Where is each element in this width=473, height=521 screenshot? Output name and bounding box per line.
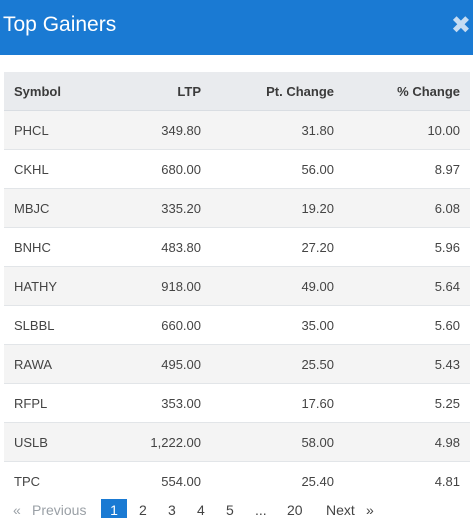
previous-page-link[interactable]: Previous — [32, 502, 87, 518]
pct-change-cell: 4.98 — [344, 422, 470, 462]
page-3-link[interactable]: 3 — [168, 502, 176, 518]
table-row[interactable]: PHCL 349.80 31.80 10.00 — [4, 110, 470, 150]
symbol-cell[interactable]: CKHL — [4, 149, 103, 189]
symbol-cell[interactable]: PHCL — [4, 110, 103, 150]
ltp-cell: 349.80 — [103, 110, 211, 150]
page-4-link[interactable]: 4 — [197, 502, 205, 518]
symbol-cell[interactable]: RFPL — [4, 383, 103, 423]
table-row[interactable]: RFPL 353.00 17.60 5.25 — [4, 383, 470, 423]
table-row[interactable]: RAWA 495.00 25.50 5.43 — [4, 344, 470, 384]
pt-change-cell: 19.20 — [211, 188, 344, 228]
pt-change-cell: 17.60 — [211, 383, 344, 423]
ltp-cell: 680.00 — [103, 149, 211, 189]
symbol-cell[interactable]: SLBBL — [4, 305, 103, 345]
column-header-ltp[interactable]: LTP — [103, 72, 211, 111]
ltp-cell: 554.00 — [103, 461, 211, 500]
pagination: « Previous 1 2 3 4 5 ... 20 Next » — [0, 499, 473, 518]
next-page-link[interactable]: Next — [326, 502, 355, 518]
table-row[interactable]: SLBBL 660.00 35.00 5.60 — [4, 305, 470, 345]
pt-change-cell: 56.00 — [211, 149, 344, 189]
symbol-cell[interactable]: HATHY — [4, 266, 103, 306]
ltp-cell: 495.00 — [103, 344, 211, 384]
pt-change-cell: 25.50 — [211, 344, 344, 384]
table-row[interactable]: USLB 1,222.00 58.00 4.98 — [4, 422, 470, 462]
pct-change-cell: 5.96 — [344, 227, 470, 267]
page-2-link[interactable]: 2 — [139, 502, 147, 518]
close-icon[interactable]: ✖ — [450, 12, 471, 39]
column-header-pt-change[interactable]: Pt. Change — [211, 72, 344, 111]
ltp-cell: 353.00 — [103, 383, 211, 423]
page-5-link[interactable]: 5 — [226, 502, 234, 518]
symbol-cell[interactable]: USLB — [4, 422, 103, 462]
pct-change-cell: 10.00 — [344, 110, 470, 150]
symbol-cell[interactable]: TPC — [4, 461, 103, 500]
table-row[interactable]: HATHY 918.00 49.00 5.64 — [4, 266, 470, 306]
ltp-cell: 918.00 — [103, 266, 211, 306]
pagination-ellipsis: ... — [255, 502, 267, 518]
column-header-symbol[interactable]: Symbol — [4, 72, 103, 111]
symbol-cell[interactable]: RAWA — [4, 344, 103, 384]
pt-change-cell: 25.40 — [211, 461, 344, 500]
symbol-cell[interactable]: MBJC — [4, 188, 103, 228]
modal-title: Top Gainers — [3, 13, 117, 36]
modal-header: Top Gainers ✖ — [0, 0, 473, 55]
page-20-link[interactable]: 20 — [287, 502, 303, 518]
ltp-cell: 1,222.00 — [103, 422, 211, 462]
symbol-cell[interactable]: BNHC — [4, 227, 103, 267]
ltp-cell: 660.00 — [103, 305, 211, 345]
table-header-row: Symbol LTP Pt. Change % Change — [4, 72, 470, 111]
pct-change-cell: 5.60 — [344, 305, 470, 345]
next-arrow-icon[interactable]: » — [366, 502, 374, 518]
pt-change-cell: 49.00 — [211, 266, 344, 306]
pct-change-cell: 4.81 — [344, 461, 470, 500]
pct-change-cell: 5.43 — [344, 344, 470, 384]
table-row[interactable]: MBJC 335.20 19.20 6.08 — [4, 188, 470, 228]
table-row[interactable]: BNHC 483.80 27.20 5.96 — [4, 227, 470, 267]
pct-change-cell: 5.25 — [344, 383, 470, 423]
ltp-cell: 483.80 — [103, 227, 211, 267]
top-gainers-table: Symbol LTP Pt. Change % Change PHCL 349.8… — [4, 72, 470, 500]
pt-change-cell: 31.80 — [211, 110, 344, 150]
column-header-pct-change[interactable]: % Change — [344, 72, 470, 111]
pt-change-cell: 35.00 — [211, 305, 344, 345]
table-row[interactable]: TPC 554.00 25.40 4.81 — [4, 461, 470, 500]
ltp-cell: 335.20 — [103, 188, 211, 228]
table-row[interactable]: CKHL 680.00 56.00 8.97 — [4, 149, 470, 189]
pt-change-cell: 27.20 — [211, 227, 344, 267]
pct-change-cell: 8.97 — [344, 149, 470, 189]
previous-arrow-icon[interactable]: « — [13, 502, 21, 518]
page-1-link[interactable]: 1 — [101, 499, 127, 518]
pt-change-cell: 58.00 — [211, 422, 344, 462]
pct-change-cell: 6.08 — [344, 188, 470, 228]
pct-change-cell: 5.64 — [344, 266, 470, 306]
